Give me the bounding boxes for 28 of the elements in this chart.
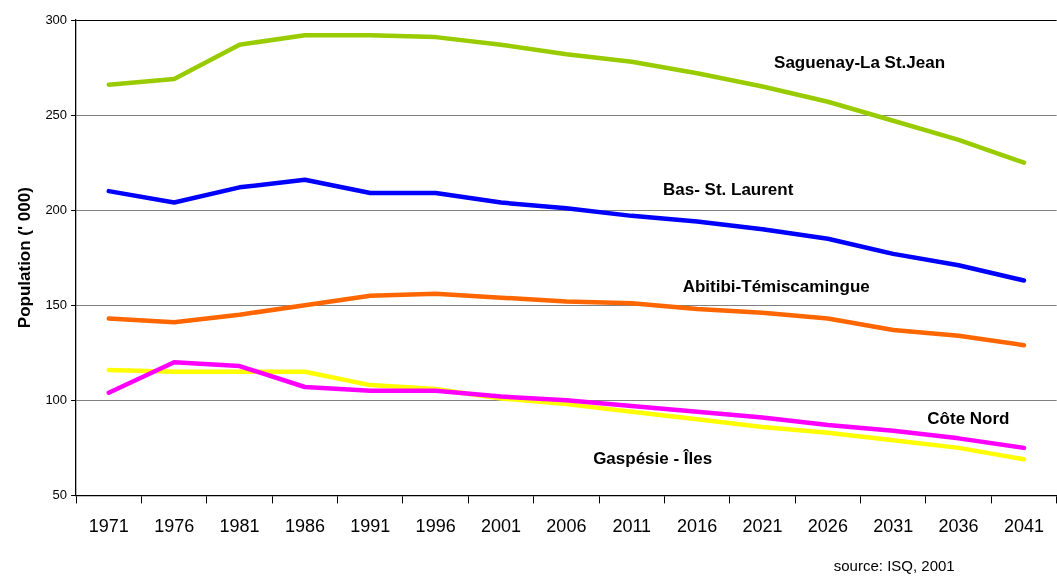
y-tick-label: 300 — [45, 11, 68, 27]
x-tick-label: 2006 — [546, 516, 587, 537]
x-tick-label: 1976 — [154, 516, 195, 537]
series-label: Gaspésie - Îles — [593, 448, 713, 468]
x-tick-label: 1971 — [88, 516, 129, 537]
x-tick-label: 1981 — [219, 516, 260, 537]
x-tick-label: 2021 — [742, 516, 783, 537]
y-tick-label: 50 — [52, 486, 68, 502]
y-tick-label: 150 — [45, 296, 68, 312]
x-tick-label: 1996 — [415, 516, 456, 537]
series-label: Côte Nord — [927, 409, 1010, 429]
x-tick-label: 2036 — [938, 516, 979, 537]
x-tick-label: 2016 — [677, 516, 718, 537]
y-tick-label: 200 — [45, 201, 68, 217]
x-tick-label: 2026 — [807, 516, 848, 537]
x-tick-label: 1986 — [284, 516, 325, 537]
x-tick-label: 2031 — [873, 516, 914, 537]
y-tick-label: 250 — [45, 106, 68, 122]
y-tick-label: 100 — [45, 391, 68, 407]
x-tick-label: 1991 — [350, 516, 391, 537]
x-tick-label: 2041 — [1003, 516, 1044, 537]
source-note: source: ISQ, 2001 — [833, 557, 955, 574]
series-label: Bas- St. Laurent — [662, 180, 794, 200]
y-axis-title: Population (' 000) — [14, 187, 34, 329]
series-label: Abitibi-Témiscamingue — [682, 277, 870, 297]
x-tick-label: 2001 — [480, 516, 522, 537]
x-tick-label: 2011 — [612, 516, 652, 537]
series-label: Saguenay-La St.Jean — [774, 52, 946, 72]
